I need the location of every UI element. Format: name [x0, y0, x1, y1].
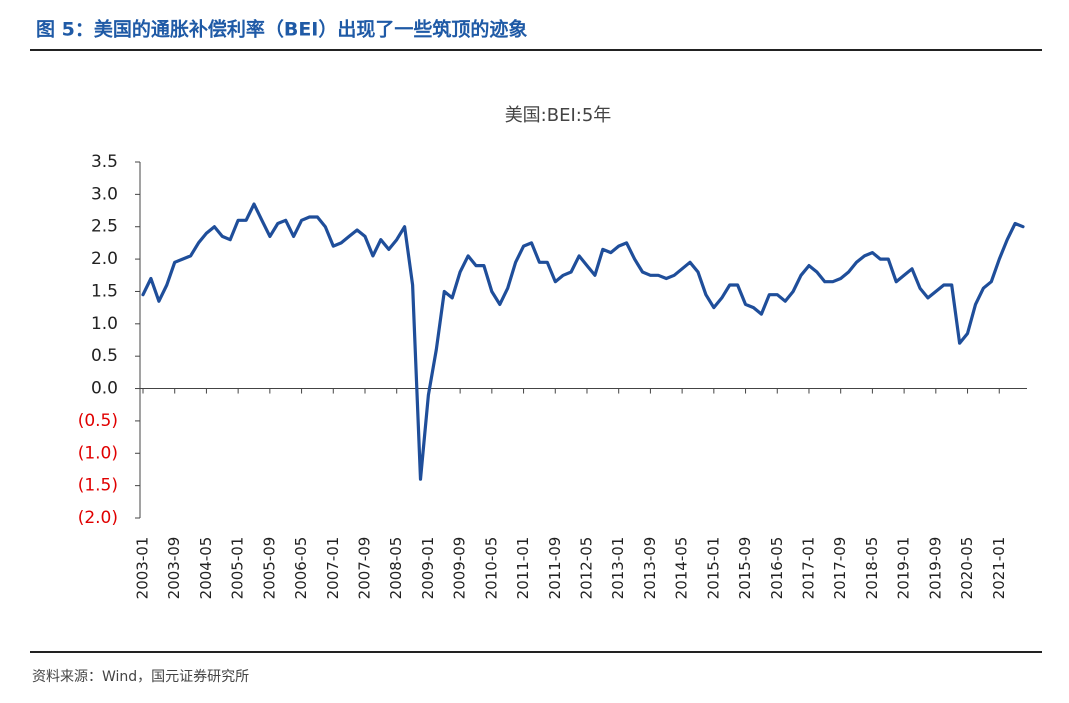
x-tick-label: 2009-01: [419, 537, 437, 600]
x-tick-label: 2017-01: [799, 537, 817, 600]
source: 资料来源：Wind，国元证券研究所: [32, 669, 249, 685]
x-tick-label: 2017-09: [831, 537, 849, 600]
y-tick-label: 3.0: [91, 184, 118, 204]
y-tick-label: (1.0): [78, 443, 118, 463]
x-tick-label: 2006-05: [292, 537, 310, 600]
x-tick-label: 2018-05: [863, 537, 881, 600]
x-tick-label: 2007-09: [355, 537, 373, 600]
y-tick-label: 1.5: [91, 281, 118, 301]
y-tick-label: 2.0: [91, 249, 118, 269]
x-tick-label: 2015-09: [736, 537, 754, 600]
x-tick-label: 2009-09: [451, 537, 469, 600]
x-tick-label: 2013-09: [641, 537, 659, 600]
x-tick-label: 2003-09: [165, 537, 183, 600]
y-tick-label: (2.0): [78, 508, 118, 528]
x-tick-label: 2019-01: [895, 537, 913, 600]
figure-title: 图 5：美国的通胀补偿利率（BEI）出现了一些筑顶的迹象: [36, 18, 527, 41]
x-tick-label: 2020-05: [958, 537, 976, 600]
y-tick-label: 2.5: [91, 217, 118, 237]
x-tick-label: 2005-09: [260, 537, 278, 600]
x-tick-label: 2012-05: [577, 537, 595, 600]
x-tick-label: 2013-01: [609, 537, 627, 600]
x-tick-label: 2021-01: [990, 537, 1008, 600]
y-tick-label: 3.5: [91, 152, 118, 172]
x-tick-label: 2016-05: [768, 537, 786, 600]
x-tick-label: 2007-01: [324, 537, 342, 600]
x-tick-label: 2011-09: [546, 537, 564, 600]
x-tick-label: 2010-05: [482, 537, 500, 600]
y-tick-label: 1.0: [91, 314, 118, 334]
chart-title: 美国:BEI:5年: [505, 105, 612, 126]
x-tick-label: 2015-01: [704, 537, 722, 600]
x-tick-label: 2004-05: [197, 537, 215, 600]
x-tick-label: 2005-01: [229, 537, 247, 600]
x-tick-label: 2014-05: [673, 537, 691, 600]
data-line: [141, 202, 1025, 481]
y-tick-label: (0.5): [78, 411, 118, 431]
y-tick-label: (1.5): [78, 476, 118, 496]
y-tick-label: 0.5: [91, 346, 118, 366]
y-tick-label: 0.0: [91, 379, 118, 399]
x-tick-label: 2019-09: [926, 537, 944, 600]
x-tick-label: 2008-05: [387, 537, 405, 600]
x-tick-label: 2003-01: [134, 537, 152, 600]
x-tick-label: 2011-01: [514, 537, 532, 600]
